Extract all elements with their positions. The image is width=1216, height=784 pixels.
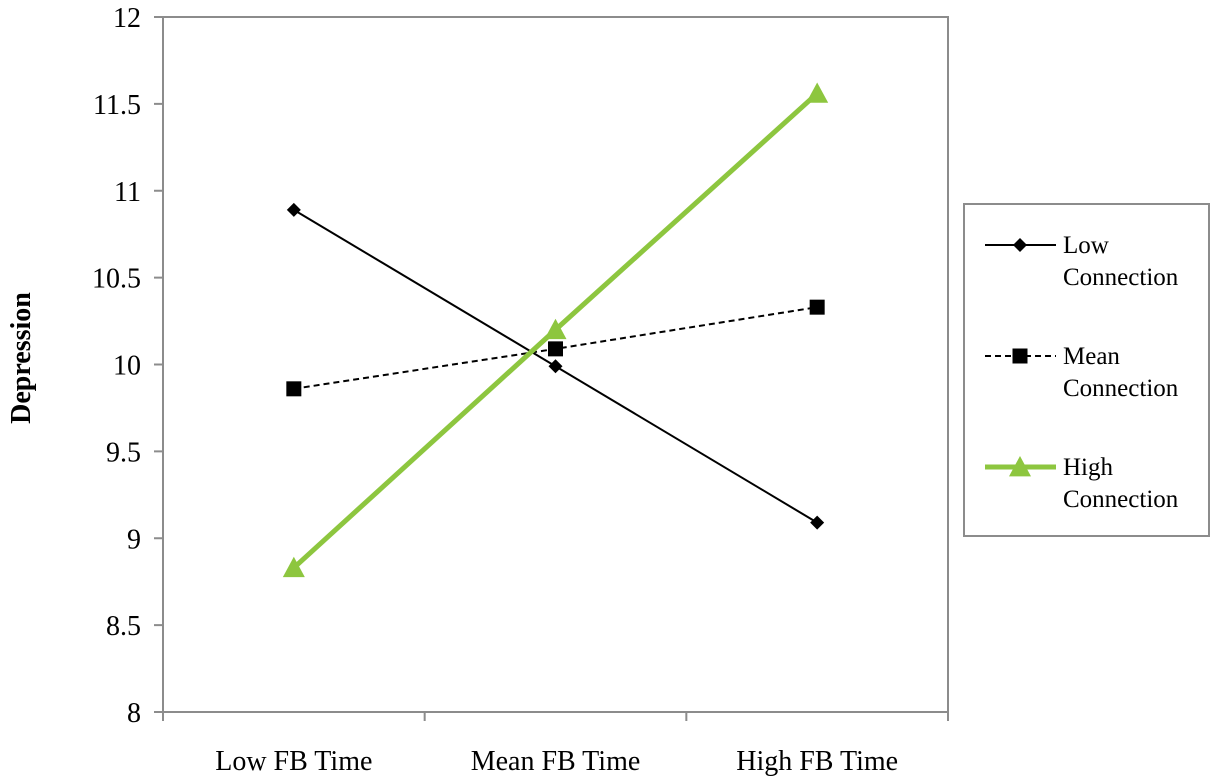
series-layer [282,82,829,578]
x-tick-label: Low FB Time [215,746,372,777]
legend-label: Low [1063,232,1109,259]
data-point [282,556,305,578]
data-point [548,341,563,357]
data-point [810,515,825,530]
data-point [806,82,829,103]
legend-label: Mean [1063,343,1120,370]
data-point [809,299,825,315]
series-1 [286,202,825,530]
y-tick-label: 8 [127,698,141,729]
legend-label: High [1063,454,1114,481]
y-tick-label: 10.5 [92,264,141,295]
y-tick-label: 11 [114,177,141,208]
legend-swatch-marker [1013,238,1027,252]
y-tick-label: 11.5 [93,90,141,121]
y-axis-title: Depression [6,292,37,424]
y-axis: 8 8.5 9 9.5 10 10.5 11 11.5 12 [92,3,163,729]
data-point [548,359,563,374]
legend-swatch-marker [1009,456,1031,477]
legend-item: Low Connection [985,232,1179,291]
data-point [286,381,302,397]
data-point [286,202,301,217]
y-tick-label: 12 [113,3,141,34]
x-tick-label: High FB Time [736,746,898,777]
x-axis: Low FB Time Mean FB Time High FB Time [162,712,949,777]
series-3 [282,82,829,578]
legend-box [963,203,1210,537]
x-tick-label: Mean FB Time [471,746,641,777]
y-tick-label: 10 [113,351,141,382]
y-tick-label: 9 [127,524,141,555]
legend-label: Connection [1063,375,1179,402]
y-tick-label: 8.5 [106,611,141,642]
legend-item: High Connection [985,454,1179,513]
y-tick-label: 9.5 [106,437,141,468]
legend: Low Connection Mean Connection High Connectio… [963,203,1210,537]
legend-item: Mean Connection [985,343,1179,402]
legend-swatch-marker [1012,348,1028,364]
data-point [544,318,567,340]
series-2 [286,299,825,397]
legend-label: Connection [1063,264,1179,291]
legend-label: Connection [1063,486,1179,513]
